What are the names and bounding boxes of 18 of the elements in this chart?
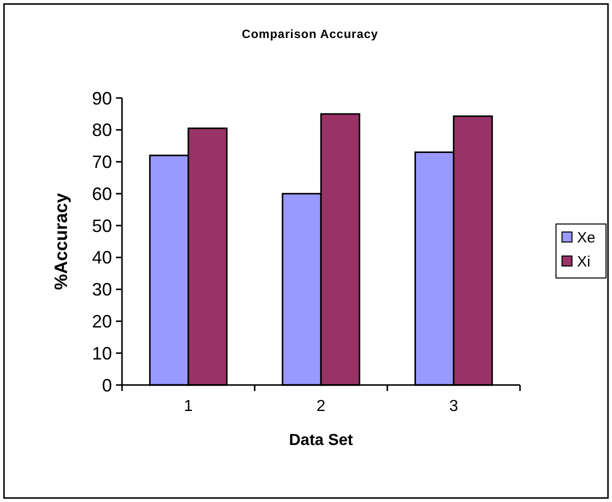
y-axis-title: %Accuracy — [51, 192, 71, 290]
y-tick-label: 0 — [102, 375, 112, 396]
y-tick-label: 40 — [92, 248, 112, 268]
x-tick-label: 1 — [184, 398, 193, 415]
y-tick-label: 60 — [92, 184, 112, 204]
y-tick-label: 50 — [92, 216, 112, 236]
legend-label: Xe — [577, 229, 596, 246]
y-tick-label: 30 — [92, 280, 112, 300]
x-axis-title: Data Set — [288, 432, 354, 449]
y-tick-label: 20 — [92, 312, 112, 332]
x-tick-label: 3 — [449, 398, 458, 415]
x-tick-label: 2 — [316, 398, 326, 415]
y-tick-label: 10 — [92, 343, 112, 364]
y-tick-label: 70 — [92, 152, 112, 172]
legend-label: Xi — [577, 253, 590, 270]
y-tick-label: 90 — [92, 88, 112, 108]
y-tick-label: 80 — [92, 120, 112, 140]
chart-title: Comparison Accuracy — [242, 27, 378, 41]
